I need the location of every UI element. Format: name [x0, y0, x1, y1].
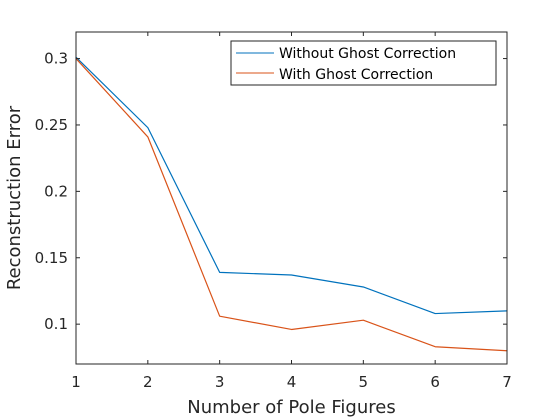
- y-tick-label: 0.2: [44, 182, 68, 200]
- series-layer: [75, 56, 508, 352]
- x-tick-label: 1: [71, 373, 81, 391]
- x-tick-label: 5: [359, 373, 369, 391]
- plot-area: 1 2 3 4 5 6 7 0.1 0.15 0.2 0.25 0.3: [35, 31, 512, 391]
- x-tick-label: 3: [215, 373, 225, 391]
- x-tick-label: 6: [430, 373, 440, 391]
- x-tick-label: 2: [143, 373, 153, 391]
- x-tick-label: 7: [502, 373, 512, 391]
- legend-label-without-ghost-correction: Without Ghost Correction: [279, 46, 456, 62]
- x-axis-title: Number of Pole Figures: [187, 397, 395, 418]
- y-tick-label: 0.3: [44, 50, 68, 68]
- axes-box: [75, 31, 508, 365]
- axes-background: [76, 32, 507, 364]
- y-axis-title: Reconstruction Error: [4, 105, 25, 290]
- x-tick-label: 4: [287, 373, 297, 391]
- legend-box: [230, 40, 497, 86]
- legend: Without Ghost Correction With Ghost Corr…: [230, 40, 497, 86]
- y-tick-label: 0.15: [35, 249, 68, 267]
- ticks-layer: 1 2 3 4 5 6 7 0.1 0.15 0.2 0.25 0.3: [35, 32, 512, 391]
- legend-label-with-ghost-correction: With Ghost Correction: [279, 67, 433, 83]
- y-tick-label: 0.1: [44, 315, 68, 333]
- y-tick-label: 0.25: [35, 116, 68, 134]
